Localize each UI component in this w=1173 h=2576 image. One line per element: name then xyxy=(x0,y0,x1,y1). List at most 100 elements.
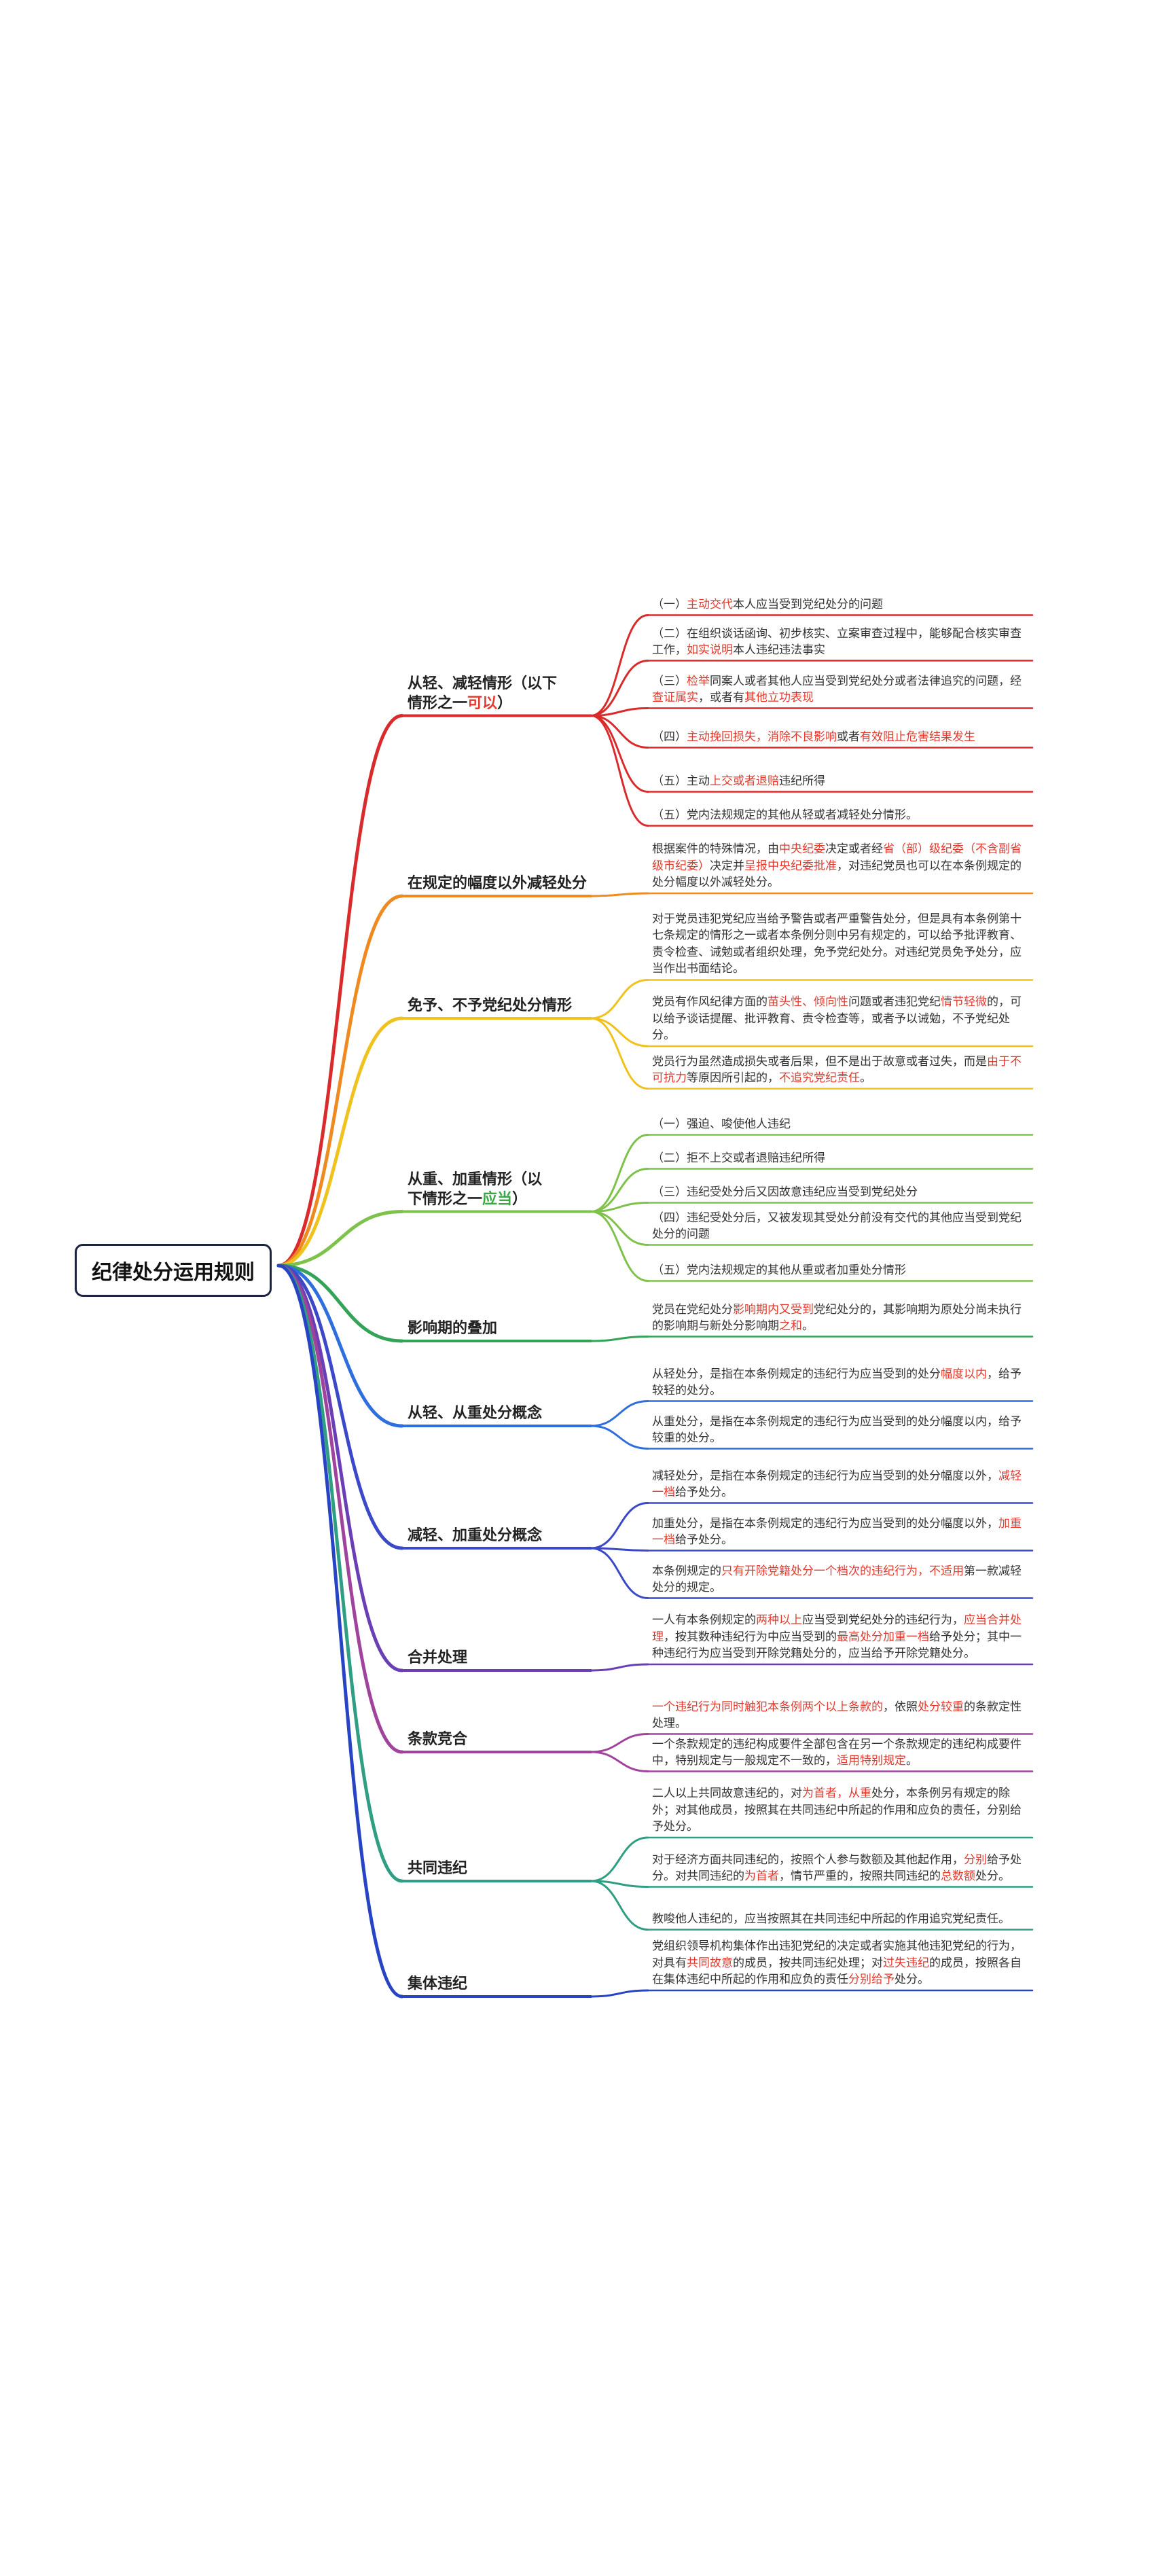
branch-text: 在规定的幅度以外减轻处分 xyxy=(408,874,587,891)
text-segment: 应当受到党纪处分的违纪行为， xyxy=(802,1613,964,1626)
text-segment: 情节轻微 xyxy=(941,995,987,1008)
branch-text: 从重、加重情形（以下情形之一应当） xyxy=(408,1170,542,1208)
text-segment: 党员有作风纪律方面的 xyxy=(652,995,768,1008)
leaf-text: 教唆他人违纪的，应当按照其在共同违纪中所起的作用追究党纪责任。 xyxy=(652,1912,1010,1925)
leaf-text: 党员在党纪处分影响期内又受到党纪处分的，其影响期为原处分尚未执行的影响期与新处分… xyxy=(652,1303,1022,1333)
branch-text: 减轻、加重处分概念 xyxy=(408,1526,542,1543)
leaf-text: （一）主动交代本人应当受到党纪处分的问题 xyxy=(652,598,883,611)
leaf-text: 党员有作风纪律方面的苗头性、倾向性问题或者违犯党纪情节轻微的，可以给予谈话提醒、… xyxy=(652,995,1022,1041)
leaf-node: （四）违纪受处分后，又被发现其受处分前没有交代的其他应当受到党纪处分的问题 xyxy=(652,1210,1032,1243)
text-segment: （三）违纪受处分后又因故意违纪应当受到党纪处分 xyxy=(652,1185,918,1198)
text-segment: 之和 xyxy=(779,1319,802,1332)
branch-node: 影响期的叠加 xyxy=(408,1318,591,1338)
leaf-text: （五）主动上交或者退赔违纪所得 xyxy=(652,774,825,787)
text-segment: 从重处分，是指在本条例规定的违纪行为应当受到的处分幅度以内，给予较重的处分。 xyxy=(652,1415,1022,1445)
text-segment: （四） xyxy=(652,730,687,743)
leaf-text: （五）党内法规规定的其他从重或者加重处分情形 xyxy=(652,1264,906,1276)
text-segment: 同案人或者其他人应当受到党纪处分或者法律追究的问题，经 xyxy=(710,675,1022,687)
leaf-node: （一）强迫、唆使他人违纪 xyxy=(652,1116,1032,1133)
text-segment: 一个违纪行为同时触犯本条例 xyxy=(652,1700,802,1713)
text-segment: 不追究党纪责任 xyxy=(779,1071,860,1084)
leaf-text: （二）在组织谈话函询、初步核实、立案审查过程中，能够配合核实审查工作，如实说明本… xyxy=(652,627,1022,657)
leaf-node: （五）党内法规规定的其他从重或者加重处分情形 xyxy=(652,1262,1032,1279)
text-segment: 适用特别规定 xyxy=(837,1754,906,1767)
text-segment: 如实说明 xyxy=(687,643,733,656)
branch-node: 条款竞合 xyxy=(408,1729,591,1749)
leaf-node: 一人有本条例规定的两种以上应当受到党纪处分的违纪行为，应当合并处理，按其数种违纪… xyxy=(652,1612,1032,1662)
text-segment: 二人以上共同故意违纪的，对 xyxy=(652,1787,802,1800)
text-segment: 中央纪委 xyxy=(779,842,825,855)
branch-text: 影响期的叠加 xyxy=(408,1319,497,1336)
leaf-node: 党员行为虽然造成损失或者后果，但不是出于故意或者过失，而是由于不可抗力等原因所引… xyxy=(652,1054,1032,1087)
text-segment: 检举 xyxy=(687,675,710,687)
text-segment: 一人有本条例规定的 xyxy=(652,1613,756,1626)
text-segment: 两种以上 xyxy=(756,1613,802,1626)
text-segment: 过失违纪 xyxy=(883,1956,929,1969)
text-segment: ，按其数种违纪行为中应当受到的 xyxy=(664,1630,837,1643)
text-segment: （一） xyxy=(652,598,687,611)
leaf-node: 一个条款规定的违纪构成要件全部包含在另一个条款规定的违纪构成要件中，特别规定与一… xyxy=(652,1736,1032,1770)
leaf-text: 二人以上共同故意违纪的，对为首者，从重处分，本条例另有规定的除外；对其他成员，按… xyxy=(652,1787,1022,1833)
leaf-node: （五）主动上交或者退赔违纪所得 xyxy=(652,773,1032,790)
leaf-text: 从轻处分，是指在本条例规定的违纪行为应当受到的处分幅度以内，给予较轻的处分。 xyxy=(652,1367,1022,1397)
branch-node: 减轻、加重处分概念 xyxy=(408,1525,591,1545)
leaf-text: （五）党内法规规定的其他从轻或者减轻处分情形。 xyxy=(652,808,918,821)
text-segment: 幅度以内 xyxy=(941,1367,987,1380)
text-segment: 处分较重 xyxy=(918,1700,964,1713)
text-segment: 处分。 xyxy=(975,1870,1010,1882)
text-segment: 为首者 xyxy=(744,1870,779,1882)
text-segment: 教唆他人违纪的，应当按照其在共同违纪中所起的作用追究党纪责任。 xyxy=(652,1912,1010,1925)
leaf-node: （二）拒不上交或者退赔违纪所得 xyxy=(652,1150,1032,1167)
branch-text: 共同违纪 xyxy=(408,1859,467,1876)
text-segment: 决定并 xyxy=(710,859,744,872)
leaf-text: 从重处分，是指在本条例规定的违纪行为应当受到的处分幅度以内，给予较重的处分。 xyxy=(652,1415,1022,1445)
branch-text: 集体违纪 xyxy=(408,1975,467,1992)
leaf-text: 一个条款规定的违纪构成要件全部包含在另一个条款规定的违纪构成要件中，特别规定与一… xyxy=(652,1738,1022,1768)
leaf-text: （三）违纪受处分后又因故意违纪应当受到党纪处分 xyxy=(652,1185,918,1198)
text-segment: 党员在党纪处分 xyxy=(652,1303,733,1316)
text-segment: 本条例规定的 xyxy=(652,1564,721,1577)
leaf-node: 减轻处分，是指在本条例规定的违纪行为应当受到的处分幅度以外，减轻一档给予处分。 xyxy=(652,1468,1032,1501)
branch-node: 从重、加重情形（以下情形之一应当） xyxy=(408,1169,591,1209)
text-segment: 为首者，从重 xyxy=(802,1787,871,1800)
leaf-text: 加重处分，是指在本条例规定的违纪行为应当受到的处分幅度以外，加重一档给予处分。 xyxy=(652,1517,1022,1547)
leaf-text: （四）违纪受处分后，又被发现其受处分前没有交代的其他应当受到党纪处分的问题 xyxy=(652,1211,1022,1241)
leaf-text: 党组织领导机构集体作出违犯党纪的决定或者实施其他违犯党纪的行为，对具有共同故意的… xyxy=(652,1939,1022,1986)
text-segment: 党纪处分的， xyxy=(814,1303,883,1316)
text-segment: 或者 xyxy=(837,730,860,743)
leaf-node: （二）在组织谈话函询、初步核实、立案审查过程中，能够配合核实审查工作，如实说明本… xyxy=(652,626,1032,659)
branch-node: 合并处理 xyxy=(408,1647,591,1668)
leaf-node: （三）违纪受处分后又因故意违纪应当受到党纪处分 xyxy=(652,1184,1032,1201)
text-segment: 有效阻止危害结果发生 xyxy=(860,730,975,743)
text-segment: 党员行为虽然造成损失或者后果，但不是出于故意或者过失，而是 xyxy=(652,1055,987,1068)
branch-text: 从轻、减轻情形（以下情形之一可以） xyxy=(408,675,557,712)
text-segment: 总数额 xyxy=(941,1870,975,1882)
text-segment: 影响期内又受到 xyxy=(733,1303,814,1316)
branch-node: 免予、不予党纪处分情形 xyxy=(408,995,591,1016)
leaf-node: 党员有作风纪律方面的苗头性、倾向性问题或者违犯党纪情节轻微的，可以给予谈话提醒、… xyxy=(652,994,1032,1044)
leaf-node: （一）主动交代本人应当受到党纪处分的问题 xyxy=(652,596,1032,613)
leaf-node: 根据案件的特殊情况，由中央纪委决定或者经省（部）级纪委（不含副省级市纪委）决定并… xyxy=(652,841,1032,891)
leaf-node: 本条例规定的只有开除党籍处分一个档次的违纪行为，不适用第一款减轻处分的规定。 xyxy=(652,1563,1032,1596)
leaf-node: 党组织领导机构集体作出违犯党纪的决定或者实施其他违犯党纪的行为，对具有共同故意的… xyxy=(652,1938,1032,1988)
text-segment: （五）主动 xyxy=(652,774,710,787)
leaf-node: 教唆他人违纪的，应当按照其在共同违纪中所起的作用追究党纪责任。 xyxy=(652,1911,1032,1928)
text-segment: 减轻处分，是指在本条例规定的违纪行为应当受到的处分幅度以外， xyxy=(652,1469,998,1482)
leaf-text: 减轻处分，是指在本条例规定的违纪行为应当受到的处分幅度以外，减轻一档给予处分。 xyxy=(652,1469,1022,1499)
text-segment: 上交或者退赔 xyxy=(710,774,779,787)
text-segment: 给予处分。 xyxy=(675,1486,733,1499)
root-label: 纪律处分运用规则 xyxy=(92,1262,255,1284)
leaf-text: 对于经济方面共同违纪的，按照个人参与数额及其他起作用，分别给予处分。对共同违纪的… xyxy=(652,1853,1022,1883)
branch-text: 免予、不予党纪处分情形 xyxy=(408,997,572,1014)
text-segment: （五）党内法规规定的其他从轻或者减轻处分情形。 xyxy=(652,808,918,821)
text-segment: ，或者有 xyxy=(698,691,744,704)
text-segment: 根据案件的特殊情况，由 xyxy=(652,842,779,855)
text-segment: 。 xyxy=(802,1319,814,1332)
text-segment: 共同故意 xyxy=(687,1956,733,1969)
leaf-node: 一个违纪行为同时触犯本条例两个以上条款的，依照处分较重的条款定性处理。 xyxy=(652,1699,1032,1732)
text-segment: 问题或者违犯党纪 xyxy=(848,995,941,1008)
leaf-node: 加重处分，是指在本条例规定的违纪行为应当受到的处分幅度以外，加重一档给予处分。 xyxy=(652,1516,1032,1549)
text-segment: ，情节严重的，按照共同违纪的 xyxy=(779,1870,941,1882)
text-segment: 查证属实 xyxy=(652,691,698,704)
text-segment: 的成员，按共同违纪处理；对 xyxy=(733,1956,883,1969)
